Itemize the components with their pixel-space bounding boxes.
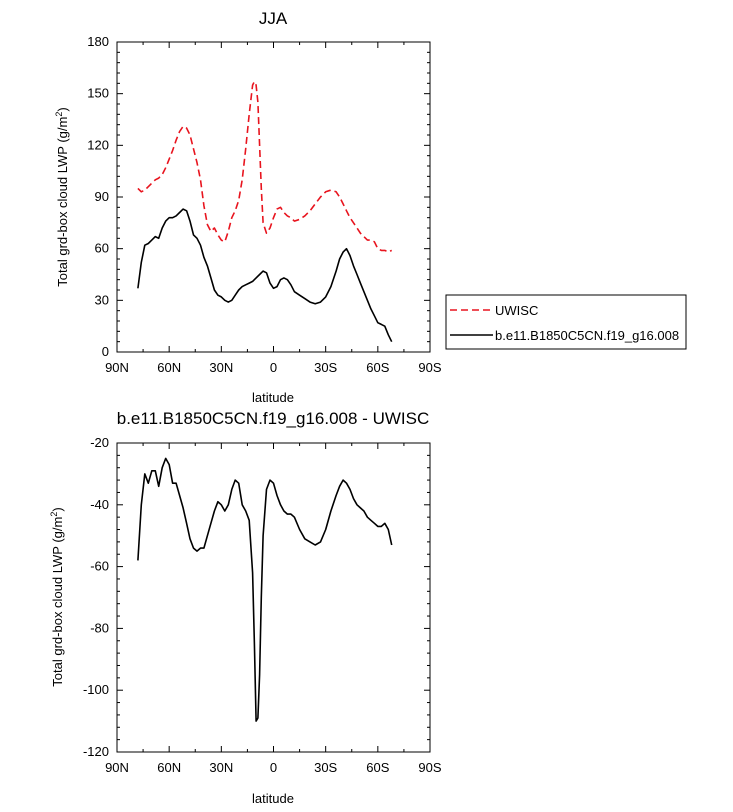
chart-top-xtick-label: 60S xyxy=(366,360,389,375)
chart-top-ytick-label: 180 xyxy=(87,34,109,49)
chart-bottom-xtick-label: 90S xyxy=(418,760,441,775)
chart-bottom-ytick-label: -60 xyxy=(90,559,109,574)
chart-top-plot: 90N 60N 30N 0 30S 60S 90S 0 30 60 90 120 150 180 xyxy=(87,34,442,375)
chart-bottom-plot: 90N 60N 30N 0 30S 60S 90S -120 -100 -80 -60 -40 -20 xyxy=(83,435,442,775)
chart-top-ytick-label: 150 xyxy=(87,86,109,101)
chart-top-xtick-label: 90S xyxy=(418,360,441,375)
chart-top-xtick-label: 30S xyxy=(314,360,337,375)
chart-bottom-ytick-label: -100 xyxy=(83,682,109,697)
chart-top: JJA 90N 60N 30N 0 30S 60S 90S0306090120150180 … xyxy=(54,9,687,405)
chart-top-legend: UWISC b.e11.B1850C5CN.f19_g16.008 xyxy=(445,294,687,350)
chart-top-xtick-label: 30N xyxy=(209,360,233,375)
chart-top-ylabel-text: Total grd-box cloud LWP (g/m xyxy=(55,117,70,287)
chart-top-ytick-label: 60 xyxy=(95,241,109,256)
chart-top-xtick-label: 60N xyxy=(157,360,181,375)
legend-box xyxy=(445,294,687,350)
chart-top-ylabel-sup: 2 xyxy=(54,112,64,117)
chart-top-xtick-label: 0 xyxy=(270,360,277,375)
chart-bottom-series-line-0 xyxy=(137,457,393,722)
chart-bottom-ylabel-sup: 2 xyxy=(49,512,59,517)
chart-bottom-ytick-label: -80 xyxy=(90,620,109,635)
chart-bottom-xlabel: latitude xyxy=(252,791,294,806)
chart-bottom-ytick-label: -120 xyxy=(83,744,109,759)
chart-top-xtick-label: 90N xyxy=(105,360,129,375)
chart-top-ylabel-end: ) xyxy=(55,107,70,111)
chart-top-frame xyxy=(116,41,431,353)
chart-bottom-ylabel: Total grd-box cloud LWP (g/m2) xyxy=(49,507,65,686)
chart-top-ytick-label: 0 xyxy=(102,344,109,359)
chart-bottom: b.e11.B1850C5CN.f19_g16.008 - UWISC 90N 6… xyxy=(49,409,442,806)
chart-bottom-xtick-label: 30N xyxy=(209,760,233,775)
chart-top-xlabel: latitude xyxy=(252,390,294,405)
chart-bottom-ylabel-text: Total grd-box cloud LWP (g/m xyxy=(50,517,65,687)
chart-bottom-ytick-label: -20 xyxy=(90,435,109,450)
chart-top-series-line-1 xyxy=(137,208,393,343)
chart-top-ylabel: Total grd-box cloud LWP (g/m2) xyxy=(54,107,70,286)
chart-bottom-xtick-label: 90N xyxy=(105,760,129,775)
chart-bottom-ylabel-end: ) xyxy=(50,507,65,511)
chart-top-ytick-label: 120 xyxy=(87,137,109,152)
chart-bottom-ytick-label: -40 xyxy=(90,497,109,512)
chart-top-ytick-label: 90 xyxy=(95,189,109,204)
chart-bottom-xtick-label: 0 xyxy=(270,760,277,775)
chart-bottom-xtick-label: 60N xyxy=(157,760,181,775)
chart-bottom-xtick-label: 60S xyxy=(366,760,389,775)
chart-bottom-title: b.e11.B1850C5CN.f19_g16.008 - UWISC xyxy=(117,409,429,428)
chart-top-title: JJA xyxy=(259,9,288,28)
legend-label-uwisc: UWISC xyxy=(495,303,538,318)
legend-label-model: b.e11.B1850C5CN.f19_g16.008 xyxy=(495,328,679,343)
chart-top-series-line-0 xyxy=(137,80,393,253)
chart-bottom-frame xyxy=(116,442,431,753)
chart-top-ytick-label: 30 xyxy=(95,292,109,307)
chart-bottom-xtick-label: 30S xyxy=(314,760,337,775)
